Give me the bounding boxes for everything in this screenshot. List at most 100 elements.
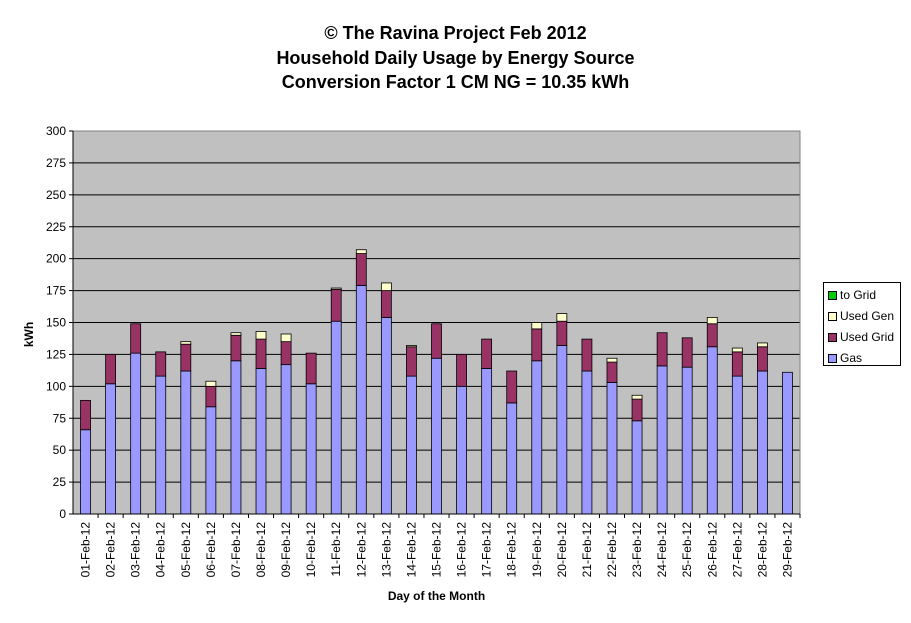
legend-swatch <box>828 291 837 300</box>
bar-gas-17 <box>481 368 493 515</box>
bar-used-grid-17 <box>481 338 493 369</box>
y-tick-label: 250 <box>46 188 66 202</box>
bar-used-grid-19 <box>531 328 543 362</box>
chart-title-line-1: © The Ravina Project Feb 2012 <box>324 23 587 43</box>
bar-gas-6 <box>205 406 217 515</box>
bar-used-grid-18 <box>506 370 518 404</box>
bar-gas-14 <box>406 375 417 515</box>
bar-used-gen-20 <box>556 313 568 322</box>
bar-used-gen-22 <box>606 357 618 363</box>
bar-used-grid-1 <box>80 399 91 431</box>
y-tick-label: 0 <box>59 507 66 521</box>
x-tick-label: 28-Feb-12 <box>755 522 769 578</box>
bar-gas-28 <box>756 370 768 515</box>
bar-used-grid-23 <box>631 398 643 422</box>
y-tick-label: 225 <box>46 220 66 234</box>
bar-used-grid-9 <box>280 341 292 366</box>
x-tick-label: 20-Feb-12 <box>555 522 569 578</box>
bar-gas-23 <box>631 420 643 515</box>
bar-used-gen-11 <box>330 287 342 290</box>
bar-gas-3 <box>130 352 142 515</box>
x-tick-label: 23-Feb-12 <box>630 522 644 578</box>
bar-gas-26 <box>706 346 718 515</box>
bar-gas-4 <box>155 375 167 515</box>
x-tick-label: 22-Feb-12 <box>605 522 619 578</box>
bar-gas-19 <box>531 360 543 515</box>
bar-gas-8 <box>255 368 267 515</box>
bar-gas-11 <box>330 320 342 515</box>
bar-used-grid-28 <box>756 346 768 372</box>
x-tick-label: 24-Feb-12 <box>655 522 669 578</box>
x-tick-label: 10-Feb-12 <box>304 522 318 578</box>
x-tick-label: 11-Feb-12 <box>329 522 343 577</box>
bar-used-gen-6 <box>205 380 217 387</box>
bar-used-grid-11 <box>330 288 342 322</box>
bar-gas-10 <box>305 383 317 515</box>
x-tick-label: 15-Feb-12 <box>430 522 444 578</box>
x-tick-label: 17-Feb-12 <box>480 522 494 578</box>
bar-gas-25 <box>681 366 693 515</box>
y-tick-label: 200 <box>46 252 66 266</box>
y-tick-label: 50 <box>53 443 67 457</box>
x-tick-labels: 01-Feb-12 02-Feb-12 03-Feb-12 04-Feb-12 05-F… <box>79 514 801 578</box>
bar-used-gen-5 <box>180 341 192 345</box>
x-tick-label: 27-Feb-12 <box>730 522 744 578</box>
bar-used-grid-14 <box>406 346 417 377</box>
x-tick-label: 05-Feb-12 <box>179 522 193 578</box>
legend-swatch <box>828 333 837 342</box>
x-tick-label: 04-Feb-12 <box>154 522 168 578</box>
bar-used-grid-10 <box>305 352 317 385</box>
x-tick-label: 21-Feb-12 <box>580 522 594 578</box>
x-tick-label: 13-Feb-12 <box>379 522 393 578</box>
legend-swatch <box>828 354 837 363</box>
bar-used-gen-13 <box>380 282 392 291</box>
bar-used-gen-23 <box>631 394 643 400</box>
x-axis-label: Day of the Month <box>388 589 485 603</box>
y-tick-label: 150 <box>46 316 66 330</box>
x-tick-label: 07-Feb-12 <box>229 522 243 578</box>
bar-gas-2 <box>105 383 117 515</box>
legend-label: Gas <box>840 351 863 365</box>
bar-used-grid-21 <box>581 338 593 372</box>
bar-gas-13 <box>380 316 392 515</box>
x-tick-label: 12-Feb-12 <box>354 522 368 578</box>
bar-used-gen-28 <box>756 342 768 348</box>
bar-used-grid-13 <box>380 290 392 318</box>
chart-title-line-2: Household Daily Usage by Energy Source <box>276 48 635 68</box>
bar-gas-9 <box>280 364 292 515</box>
x-tick-label: 14-Feb-12 <box>404 522 418 578</box>
y-tick-label: 175 <box>46 284 66 298</box>
bar-gas-5 <box>180 370 192 515</box>
bar-gas-20 <box>556 345 568 515</box>
bar-used-gen-8 <box>255 331 267 340</box>
x-tick-label: 01-Feb-12 <box>79 522 93 578</box>
y-tick-label: 75 <box>53 411 67 425</box>
x-tick-label: 02-Feb-12 <box>104 522 118 578</box>
legend: to Grid Used Gen Used Grid Gas <box>823 282 901 366</box>
bar-used-grid-27 <box>731 351 743 377</box>
legend-label: Used Gen <box>840 309 895 323</box>
y-tick-label: 300 <box>46 124 66 138</box>
bar-used-grid-4 <box>155 351 167 377</box>
x-tick-label: 06-Feb-12 <box>204 522 218 578</box>
bar-gas-22 <box>606 382 618 515</box>
x-tick-label: 25-Feb-12 <box>680 522 694 578</box>
chart-title-line-3: Conversion Factor 1 CM NG = 10.35 kWh <box>281 72 630 92</box>
bar-gas-1 <box>80 429 91 515</box>
bar-used-gen-14 <box>406 345 417 348</box>
bar-gas-21 <box>581 370 593 515</box>
bar-gas-18 <box>506 402 518 515</box>
bar-used-grid-15 <box>431 323 442 359</box>
bar-gas-15 <box>431 357 442 515</box>
x-tick-label: 18-Feb-12 <box>505 522 519 578</box>
bar-used-gen-9 <box>280 333 292 343</box>
legend-label: Used Grid <box>840 330 895 344</box>
bar-used-grid-2 <box>105 354 117 385</box>
y-tick-label: 275 <box>46 156 66 170</box>
bar-used-gen-27 <box>731 347 743 353</box>
bar-used-gen-26 <box>706 316 718 325</box>
x-tick-label: 16-Feb-12 <box>455 522 469 578</box>
bar-gas-12 <box>355 285 367 515</box>
bar-used-grid-6 <box>205 385 217 408</box>
